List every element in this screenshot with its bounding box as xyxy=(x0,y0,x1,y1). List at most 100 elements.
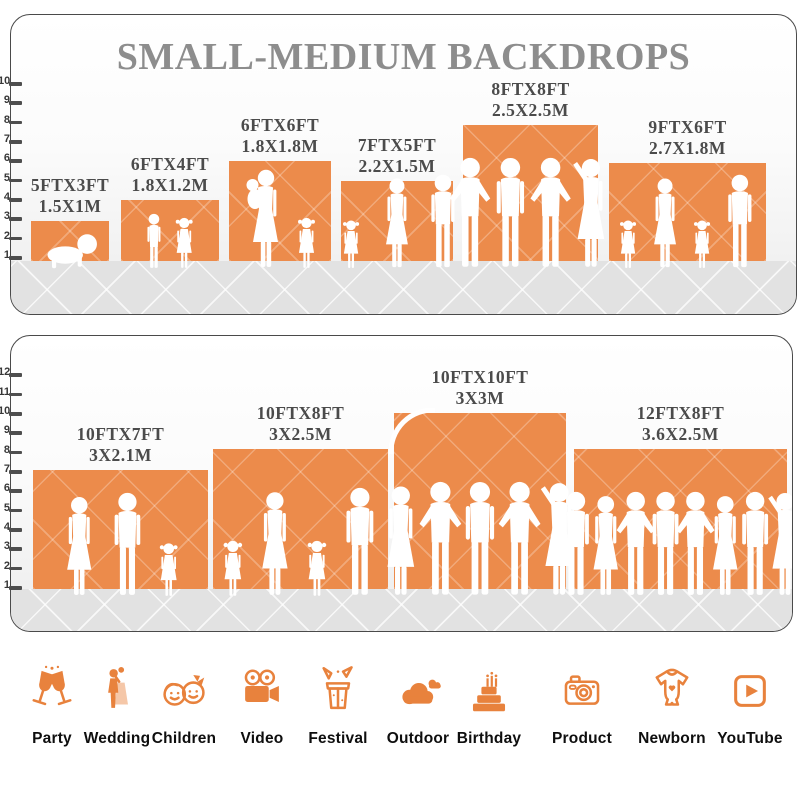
category-label: Product xyxy=(552,730,612,747)
category-newborn: Newborn xyxy=(627,664,717,748)
ruler-number: 9 xyxy=(3,94,10,107)
wedding-icon xyxy=(108,667,128,708)
ruler-number: 1 xyxy=(3,249,10,261)
birthday-icon xyxy=(472,671,506,712)
size-m: 3X2.5M xyxy=(269,424,332,444)
category-product: Product xyxy=(537,664,627,748)
backdrop-9ftx6ft: 9FTX6FT 2.7X1.8M xyxy=(609,117,766,269)
backdrop-size-label: 12FTX8FT 3.6X2.5M xyxy=(586,403,776,445)
ruler-number: 3 xyxy=(3,540,10,553)
ruler-tick xyxy=(9,547,22,551)
backdrop-5ftx3ft: 5FTX3FT 1.5X1M xyxy=(31,175,109,269)
ruler-tick xyxy=(9,120,22,125)
backdrop-6ftx6ft: 6FTX6FT 1.8X1.8M xyxy=(229,115,331,268)
size-ft: 10FTX7FT xyxy=(76,424,165,444)
size-ft: 9FTX6FT xyxy=(648,117,727,137)
newborn-icon xyxy=(655,668,689,706)
ruler-tick xyxy=(9,566,22,571)
size-ft: 7FTX5FT xyxy=(357,135,437,155)
ground-strip xyxy=(11,261,796,314)
ruler-number: 11 xyxy=(0,385,10,398)
ruler-tick xyxy=(9,431,22,435)
ruler-tick xyxy=(9,159,22,163)
ruler-number: 4 xyxy=(3,191,10,203)
backdrop-size-label: 6FTX6FT 1.8X1.8M xyxy=(185,115,375,157)
ruler-tick xyxy=(9,373,22,377)
ruler-number: 2 xyxy=(3,229,10,242)
ruler-number: 6 xyxy=(3,482,10,495)
ruler-tick xyxy=(9,470,22,474)
category-wedding: Wedding xyxy=(72,664,162,748)
size-ft: 8FTX8FT xyxy=(491,79,570,99)
backdrop-10ftx10ft: 10FTX10FT 3X3M xyxy=(387,367,573,595)
backdrop-size-label: 10FTX8FT 3X2.5M xyxy=(206,403,396,445)
backdrop-10ftx8ft: 10FTX8FT 3X2.5M xyxy=(213,403,388,596)
category-label: Wedding xyxy=(83,730,151,747)
ruler-number: 9 xyxy=(3,424,10,437)
arc-decoration xyxy=(389,408,436,455)
ruler-number: 12 xyxy=(0,366,11,379)
backdrop-7ftx5ft: 7FTX5FT 2.2X1.5M xyxy=(341,135,455,269)
ruler-number: 4 xyxy=(3,521,10,533)
category-youtube: YouTube xyxy=(705,664,795,748)
category-label: YouTube xyxy=(717,730,783,747)
size-m: 3.6X2.5M xyxy=(642,424,719,444)
backdrop-size-label: 5FTX3FT 1.5X1M xyxy=(11,175,165,217)
people-silhouettes xyxy=(223,487,374,596)
category-label: Outdoor xyxy=(386,730,450,747)
backdrop-size-label: 6FTX4FT 1.8X1.2M xyxy=(75,154,265,196)
ruler-number: 3 xyxy=(3,210,10,223)
panel-large: 10FTX7FT 3X2.1M 10FTX8FT 3X2.5M 10FTX10F… xyxy=(10,335,793,632)
ruler-number: 7 xyxy=(3,463,10,476)
ruler-tick xyxy=(9,412,22,416)
category-label: Children xyxy=(151,730,217,747)
ruler-number: 1 xyxy=(3,579,10,591)
size-ft: 10FTX8FT xyxy=(256,403,345,423)
ruler-tick xyxy=(9,586,22,590)
ruler-tick xyxy=(9,392,22,397)
category-label: Newborn xyxy=(638,730,706,747)
size-m: 1.8X1.2M xyxy=(131,175,209,195)
backdrop-6ftx4ft: 6FTX4FT 1.8X1.2M xyxy=(121,154,219,268)
category-label: Party xyxy=(32,730,72,747)
size-ft: 10FTX10FT xyxy=(431,367,529,387)
ruler-tick xyxy=(9,236,22,241)
backdrop-size-label: 8FTX8FT 2.5X2.5M xyxy=(436,79,626,121)
category-label: Festival xyxy=(308,730,368,747)
ruler-tick xyxy=(9,178,22,183)
size-m: 2.7X1.8M xyxy=(649,138,726,158)
size-ft: 6FTX6FT xyxy=(240,115,320,135)
people-silhouettes xyxy=(147,213,193,268)
category-label: Video xyxy=(240,730,284,747)
category-party: Party xyxy=(7,664,97,748)
ruler-number: 2 xyxy=(3,559,10,572)
ruler-number: 10 xyxy=(0,75,11,88)
category-label: Birthday xyxy=(456,730,522,747)
category-children: Children xyxy=(139,664,229,748)
party-icon xyxy=(32,665,72,706)
size-m: 1.8X1.8M xyxy=(241,136,319,156)
backdrop-8ftx8ft: 8FTX8FT 2.5X2.5M xyxy=(449,79,605,267)
backdrop-size-label: 10FTX7FT 3X2.1M xyxy=(26,424,216,466)
size-m: 1.5X1M xyxy=(38,196,102,216)
video-icon xyxy=(244,669,279,702)
ruler-tick xyxy=(9,256,22,260)
backdrop-10ftx7ft: 10FTX7FT 3X2.1M xyxy=(33,424,208,596)
ruler-tick xyxy=(9,82,22,86)
size-m: 3X2.1M xyxy=(89,445,152,465)
product-icon xyxy=(564,675,600,705)
ruler-tick xyxy=(9,198,22,202)
children-icon xyxy=(163,674,205,706)
people-silhouettes xyxy=(449,157,605,267)
size-m: 2.2X1.5M xyxy=(358,156,436,176)
ruler-number: 8 xyxy=(3,113,10,126)
size-ft: 6FTX4FT xyxy=(130,154,210,174)
youtube-icon xyxy=(734,675,766,707)
people-silhouettes xyxy=(563,491,792,595)
ruler-number: 10 xyxy=(0,405,11,418)
ruler-tick xyxy=(9,528,22,532)
size-m: 2.5X2.5M xyxy=(492,100,569,120)
ground-strip xyxy=(11,589,792,631)
ruler-tick xyxy=(9,140,22,144)
